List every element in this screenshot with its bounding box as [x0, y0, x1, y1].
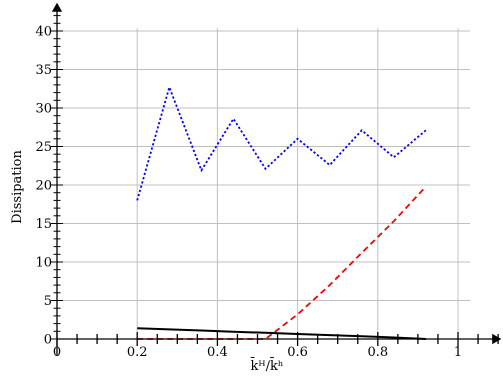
- y-tick-label: 0: [44, 333, 52, 348]
- y-tick-label: 40: [35, 25, 52, 40]
- x-axis-label: k̄ᴴ/k̄ʰ: [250, 357, 284, 374]
- series-line-3: [137, 327, 426, 340]
- grid: [57, 28, 470, 339]
- x-tick-label: 0.8: [367, 345, 388, 360]
- x-tick-label: 1: [454, 345, 462, 360]
- x-tick-label: 0.4: [207, 345, 228, 360]
- y-tick-label: 30: [35, 102, 52, 117]
- y-tick-label: 35: [35, 63, 52, 78]
- series-line-2: [137, 185, 427, 340]
- y-axis-label: Dissipation: [10, 150, 25, 224]
- x-tick-label: 0.6: [287, 345, 308, 360]
- x-tick-label: 0: [53, 345, 61, 360]
- series-layer: [136, 84, 427, 340]
- y-tick-label: 10: [35, 256, 52, 271]
- series-line-1: [136, 84, 427, 201]
- y-tick-label: 25: [35, 140, 52, 155]
- y-tick-label: 15: [35, 217, 52, 232]
- x-tick-label: 0.2: [127, 345, 148, 360]
- axes: [51, 2, 502, 356]
- y-tick-label: 5: [44, 294, 52, 309]
- y-tick-label: 20: [35, 179, 52, 194]
